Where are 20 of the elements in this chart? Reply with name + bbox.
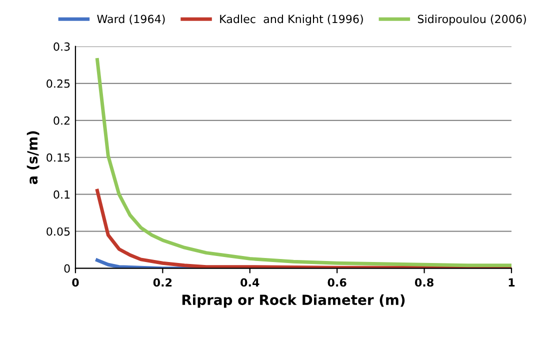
y-tick-label: 0.05 <box>46 227 70 236</box>
y-axis-title: a (s/m) <box>26 131 40 184</box>
y-tick-label: 0.15 <box>46 153 70 162</box>
x-tick-label: 0.4 <box>240 278 260 287</box>
y-tick-label: 0 <box>64 264 70 273</box>
x-tick-label: 0 <box>72 278 79 287</box>
y-tick-label: 0.2 <box>54 116 70 125</box>
x-tick-label: 0.6 <box>328 278 346 287</box>
y-tick-label: 0.25 <box>46 79 70 88</box>
x-axis-title: Riprap or Rock Diameter (m) <box>182 294 405 308</box>
x-tick-label: 0.8 <box>414 278 434 287</box>
y-tick-label: 0.1 <box>54 190 70 199</box>
line-series <box>96 188 512 268</box>
x-tick-label: 1 <box>508 278 515 286</box>
x-tick-label: 0.2 <box>153 278 172 287</box>
legend-label: Kadlec and Knight (1996) <box>220 14 363 26</box>
line-series <box>96 58 512 268</box>
legend-label: Sidiropoulou (2006) <box>418 14 526 26</box>
legend-label: Ward (1964) <box>97 14 165 24</box>
y-tick-label: 0.3 <box>54 42 70 51</box>
